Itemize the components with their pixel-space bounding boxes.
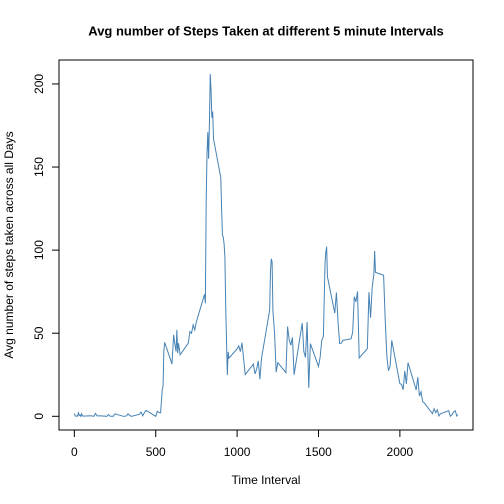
x-tick-label: 1500 (305, 445, 332, 459)
y-tick-label: 150 (32, 157, 46, 177)
x-axis-label: Time Interval (232, 473, 301, 487)
y-tick-label: 200 (32, 74, 46, 94)
x-tick-label: 500 (146, 445, 166, 459)
x-tick-label: 2000 (387, 445, 414, 459)
y-tick-label: 50 (32, 326, 46, 340)
y-axis-label: Avg number of steps taken across all Day… (2, 131, 16, 358)
chart-title: Avg number of Steps Taken at different 5… (88, 23, 443, 38)
x-tick-label: 0 (71, 445, 78, 459)
x-tick-label: 1000 (224, 445, 251, 459)
data-line (73, 73, 459, 418)
plot-box (58, 59, 474, 431)
y-tick-label: 100 (32, 240, 46, 260)
y-tick-label: 0 (32, 413, 46, 420)
